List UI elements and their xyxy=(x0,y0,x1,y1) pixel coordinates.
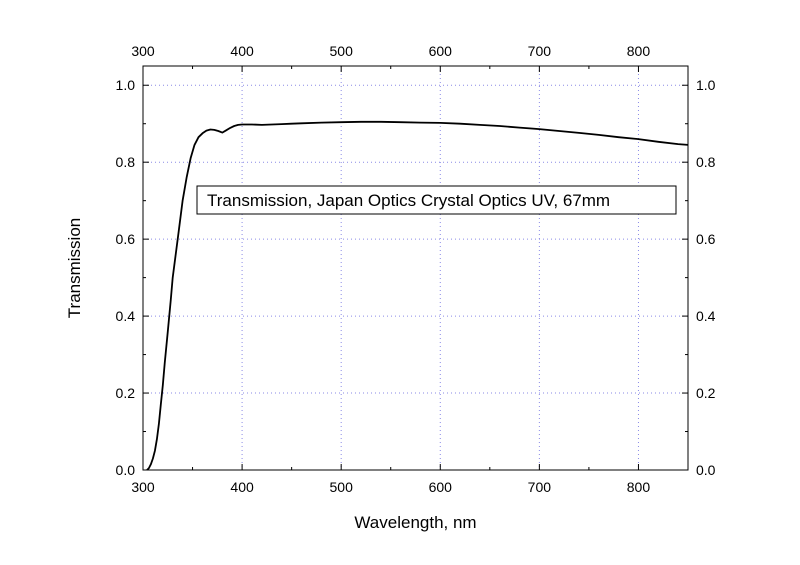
tick-labels: 300 300 400 400 500 500 600 600 700 700 800 800 0.0 0… xyxy=(116,43,716,495)
y-tick-label-right: 0.2 xyxy=(696,385,716,401)
grid-lines xyxy=(142,66,688,471)
x-tick-label-top: 600 xyxy=(429,43,453,59)
x-tick-label-top: 400 xyxy=(230,43,254,59)
annotation-box: Transmission, Japan Optics Crystal Optic… xyxy=(196,185,677,215)
annotation-text: Transmission, Japan Optics Crystal Optic… xyxy=(207,191,610,210)
y-tick-label-left: 0.4 xyxy=(116,308,136,324)
y-axis-title: Transmission xyxy=(65,218,84,318)
x-tick-label-top: 700 xyxy=(528,43,552,59)
y-tick-label-left: 0.0 xyxy=(116,462,136,478)
transmission-curve-layer xyxy=(146,120,689,471)
x-tick-label-bottom: 400 xyxy=(230,479,254,495)
x-tick-label-bottom: 700 xyxy=(528,479,552,495)
x-tick-label-bottom: 500 xyxy=(330,479,354,495)
y-tick-label-left: 0.8 xyxy=(116,154,136,170)
x-tick-label-bottom: 600 xyxy=(429,479,453,495)
y-tick-label-left: 0.6 xyxy=(116,231,136,247)
x-axis-title: Wavelength, nm xyxy=(354,513,476,532)
x-tick-label-bottom: 300 xyxy=(131,479,155,495)
y-tick-label-left: 1.0 xyxy=(116,77,136,93)
x-tick-label-top: 500 xyxy=(330,43,354,59)
axis-ticks xyxy=(142,66,688,471)
annotation-frame xyxy=(196,185,677,215)
y-tick-label-right: 0.6 xyxy=(696,231,716,247)
y-tick-label-left: 0.2 xyxy=(116,385,136,401)
x-tick-label-bottom: 800 xyxy=(627,479,651,495)
y-tick-label-right: 0.4 xyxy=(696,308,716,324)
x-tick-label-top: 300 xyxy=(131,43,155,59)
y-tick-label-right: 0.8 xyxy=(696,154,716,170)
y-tick-label-right: 0.0 xyxy=(696,462,716,478)
y-tick-label-right: 1.0 xyxy=(696,77,716,93)
x-tick-label-top: 800 xyxy=(627,43,651,59)
transmission-curve xyxy=(146,120,689,471)
plot-frame xyxy=(142,65,689,471)
